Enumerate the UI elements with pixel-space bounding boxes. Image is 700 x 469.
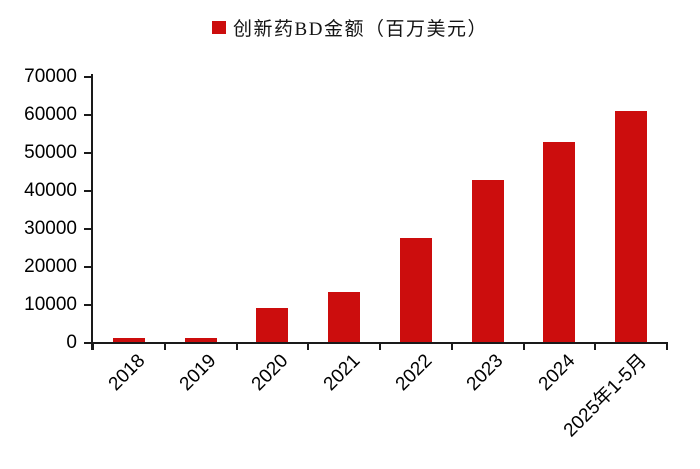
y-axis-tick bbox=[84, 76, 91, 78]
legend: 创新药BD金额（百万美元） bbox=[0, 15, 700, 40]
x-axis-line bbox=[91, 342, 668, 344]
bar-2023 bbox=[471, 180, 504, 344]
legend-label: 创新药BD金额（百万美元） bbox=[233, 18, 488, 40]
x-axis-tick bbox=[235, 344, 238, 350]
x-tick-label: 2022 bbox=[391, 350, 437, 396]
x-tick-label: 2021 bbox=[319, 350, 365, 396]
y-tick-label: 10000 bbox=[24, 294, 77, 315]
y-axis-tick bbox=[84, 190, 91, 192]
y-axis-tick bbox=[84, 228, 91, 230]
y-tick-label: 50000 bbox=[24, 142, 77, 163]
y-tick-label: 40000 bbox=[24, 180, 77, 201]
x-tick-label: 2024 bbox=[534, 350, 580, 396]
y-tick-label: 30000 bbox=[24, 218, 77, 239]
bar-2018 bbox=[112, 338, 145, 344]
bar-2025年1-5月 bbox=[615, 111, 648, 344]
y-axis-tick bbox=[84, 266, 91, 268]
bar-2021 bbox=[328, 292, 361, 344]
bar-2024 bbox=[543, 142, 576, 344]
y-axis-tick bbox=[84, 152, 91, 154]
y-axis-tick bbox=[84, 342, 91, 344]
y-tick-label: 60000 bbox=[24, 104, 77, 125]
x-axis-tick bbox=[450, 344, 453, 350]
x-axis-tick bbox=[163, 344, 166, 350]
x-axis-tick bbox=[666, 344, 668, 350]
x-axis-tick bbox=[594, 344, 597, 350]
legend-swatch bbox=[212, 20, 227, 34]
y-axis-line bbox=[91, 74, 93, 350]
x-tick-label: 2023 bbox=[463, 350, 508, 396]
bar-2020 bbox=[256, 308, 289, 344]
y-tick-label: 0 bbox=[66, 332, 77, 353]
x-tick-label: 2020 bbox=[247, 350, 293, 396]
y-tick-label: 70000 bbox=[24, 66, 77, 87]
x-axis-tick bbox=[307, 344, 310, 350]
x-axis-tick bbox=[379, 344, 381, 350]
x-tick-label: 2019 bbox=[176, 350, 221, 396]
bar-2019 bbox=[184, 338, 217, 344]
x-axis-tick bbox=[92, 344, 94, 350]
y-tick-label: 20000 bbox=[24, 256, 77, 277]
x-axis-tick bbox=[522, 344, 525, 350]
y-axis-tick bbox=[84, 304, 91, 306]
bar-2022 bbox=[399, 238, 432, 344]
x-tick-label: 2018 bbox=[104, 350, 150, 396]
y-axis-tick bbox=[84, 114, 91, 116]
